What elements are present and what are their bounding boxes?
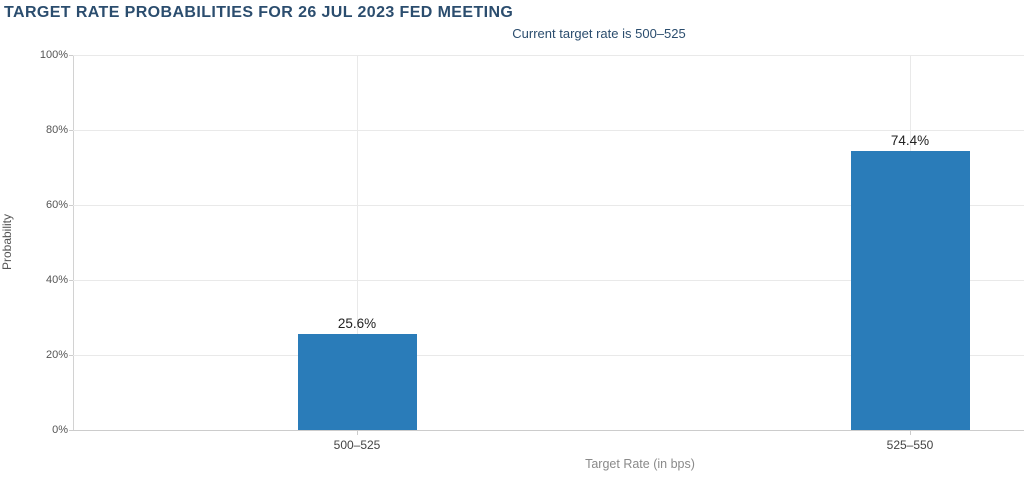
plot-area (69, 55, 1024, 435)
gridline-80% (73, 130, 1024, 131)
x-tick-label-525–550: 525–550 (886, 438, 934, 452)
x-tick-mark (910, 431, 911, 435)
category-gridline (357, 55, 358, 430)
x-axis-title: Target Rate (in bps) (585, 457, 695, 471)
x-tick-mark (357, 431, 358, 435)
gridline-20% (73, 355, 1024, 356)
y-axis-line (73, 55, 74, 430)
y-tick-mark (69, 130, 73, 131)
y-tick-label: 80% (45, 124, 68, 136)
y-tick-mark (69, 280, 73, 281)
y-tick-label: 0% (52, 424, 68, 436)
y-tick-label: 40% (45, 274, 68, 286)
y-axis-title: Probability (0, 213, 14, 271)
x-axis-line (73, 430, 1024, 431)
gridline-100% (73, 55, 1024, 56)
y-tick-mark (69, 205, 73, 206)
bar-value-label: 74.4% (890, 133, 930, 148)
chart-title: TARGET RATE PROBABILITIES FOR 26 JUL 202… (4, 4, 514, 21)
y-tick-mark (69, 430, 73, 431)
y-tick-label: 100% (39, 49, 68, 61)
y-tick-label: 20% (45, 349, 68, 361)
probability-bar-525–550[interactable] (850, 151, 970, 430)
gridline-60% (73, 205, 1024, 206)
y-tick-mark (69, 355, 73, 356)
chart-subtitle: Current target rate is 500–525 (512, 26, 686, 41)
gridline-40% (73, 280, 1024, 281)
y-tick-mark (69, 55, 73, 56)
bar-value-label: 25.6% (337, 316, 377, 331)
y-tick-label: 60% (45, 199, 68, 211)
x-tick-label-500–525: 500–525 (333, 438, 381, 452)
probability-bar-500–525[interactable] (297, 334, 417, 430)
